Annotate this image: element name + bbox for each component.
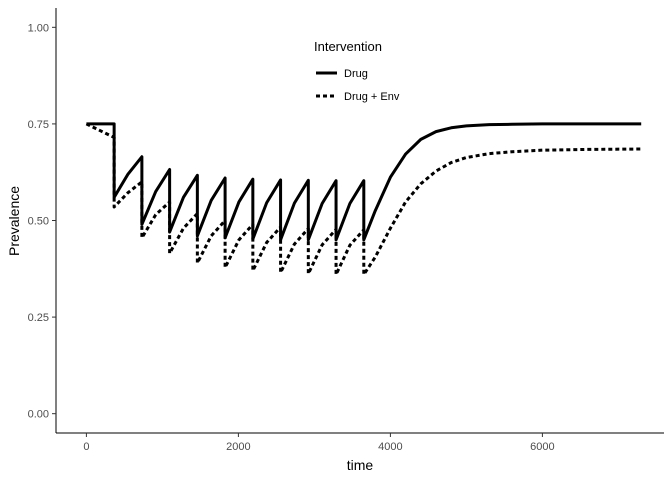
legend-label-drug-env: Drug + Env	[344, 91, 400, 103]
x-axis-title: time	[347, 457, 374, 473]
y-tick-label: 0.50	[28, 216, 49, 228]
legend-label-drug: Drug	[344, 68, 368, 80]
x-axis-ticks: 0 2000 4000 6000	[83, 433, 555, 453]
y-axis-title: Prevalence	[6, 186, 22, 256]
series-line-drug-env	[85, 122, 642, 277]
x-tick-label: 6000	[530, 441, 554, 453]
series-line-drug	[86, 122, 642, 242]
y-tick-label: 0.75	[28, 119, 49, 131]
y-tick-label: 1.00	[28, 22, 49, 34]
legend: Intervention Drug Drug + Env	[314, 39, 400, 103]
y-tick-label: 0.00	[28, 409, 49, 421]
legend-title: Intervention	[314, 39, 382, 54]
x-tick-label: 0	[83, 441, 89, 453]
axes: 0.00 0.25 0.50 0.75 1.00 0 2000 4000 6000	[28, 8, 664, 453]
x-tick-label: 2000	[226, 441, 250, 453]
x-tick-label: 4000	[378, 441, 402, 453]
plot-area	[85, 122, 642, 277]
y-tick-label: 0.25	[28, 312, 49, 324]
y-axis-ticks: 0.00 0.25 0.50 0.75 1.00	[28, 22, 56, 421]
